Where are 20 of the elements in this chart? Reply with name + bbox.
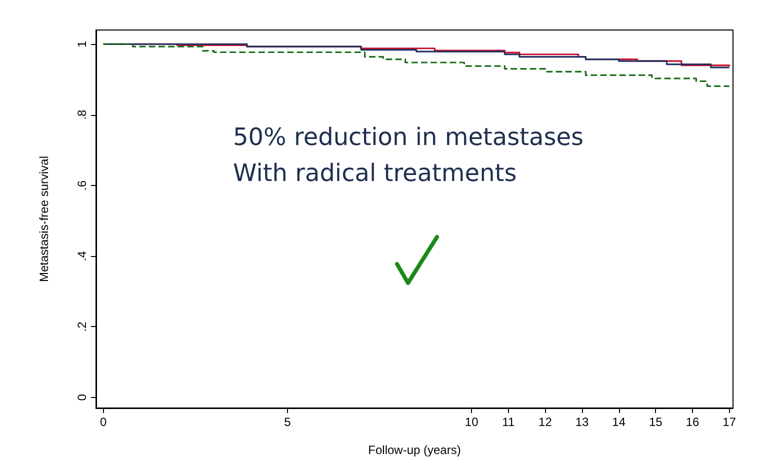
y-tick-label: 1: [75, 40, 89, 48]
y-axis-title: Metastasis-free survival: [37, 156, 51, 282]
x-tick-label: 13: [575, 415, 590, 429]
x-axis-title: Follow-up (years): [368, 443, 461, 457]
x-tick-label: 14: [612, 415, 626, 429]
x-tick-label: 17: [722, 415, 736, 429]
y-tick-label: .2: [75, 321, 89, 332]
y-tick-label: 0: [75, 394, 89, 401]
x-tick-label: 0: [100, 415, 108, 429]
x-tick-label: 10: [464, 415, 479, 429]
annotation: With radical treatments: [233, 159, 517, 187]
x-tick-label: 5: [284, 415, 292, 429]
y-tick-label: .6: [75, 180, 89, 190]
annotation: 50% reduction in metastases: [233, 123, 584, 151]
y-tick-label: .8: [75, 109, 89, 120]
x-tick-label: 11: [502, 415, 515, 429]
x-tick-label: 15: [648, 415, 663, 429]
y-tick-label: .4: [75, 250, 89, 262]
x-tick-label: 16: [686, 415, 700, 429]
x-tick-label: 12: [538, 415, 552, 429]
